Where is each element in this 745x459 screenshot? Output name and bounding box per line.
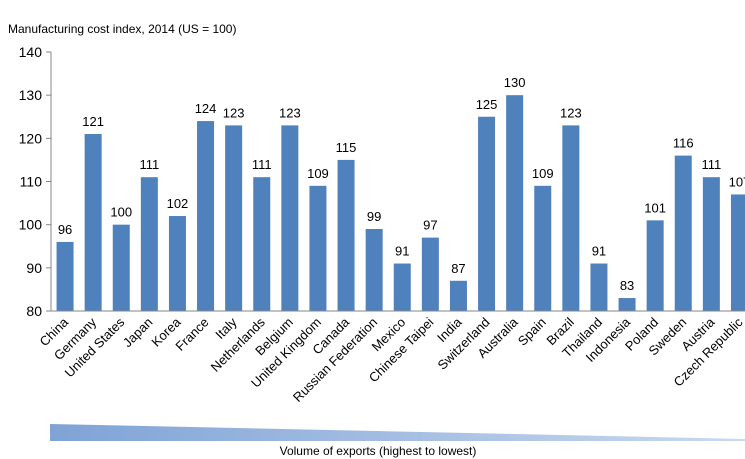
bar <box>281 125 299 311</box>
bar <box>646 220 664 311</box>
bar <box>225 125 243 311</box>
bar <box>702 177 720 311</box>
bar <box>590 263 608 311</box>
data-label: 111 <box>139 157 159 172</box>
bar <box>84 134 102 311</box>
y-tick-label: 80 <box>26 303 42 319</box>
bar <box>168 216 186 311</box>
data-label: 107 <box>729 174 745 189</box>
export-wedge <box>50 424 745 441</box>
data-label: 101 <box>644 200 666 215</box>
y-tick-label: 140 <box>19 44 43 60</box>
data-label: 115 <box>336 140 357 155</box>
bar <box>393 263 411 311</box>
bar <box>449 280 467 311</box>
x-tick-label: Japan <box>120 315 156 351</box>
y-tick-label: 130 <box>19 87 43 103</box>
data-label: 109 <box>532 166 554 181</box>
data-label: 124 <box>195 101 217 116</box>
x-axis-label: Volume of exports (highest to lowest) <box>280 444 477 458</box>
y-tick-label: 110 <box>20 174 43 190</box>
data-label: 123 <box>560 105 582 120</box>
data-label: 83 <box>620 278 634 293</box>
data-label: 123 <box>279 105 301 120</box>
y-tick-label: 90 <box>26 260 42 276</box>
data-label: 87 <box>451 261 465 276</box>
bar <box>365 228 383 311</box>
bar <box>421 237 439 311</box>
data-label: 121 <box>82 114 104 129</box>
bar <box>534 185 552 311</box>
chart-title: Manufacturing cost index, 2014 (US = 100… <box>8 22 236 36</box>
bar <box>56 241 74 311</box>
data-label: 91 <box>395 244 409 259</box>
bar <box>309 185 327 311</box>
bar <box>478 116 496 311</box>
data-label: 100 <box>110 205 132 220</box>
data-label: 99 <box>367 209 381 224</box>
bar <box>674 155 692 311</box>
data-label: 91 <box>592 244 606 259</box>
bar <box>730 194 745 311</box>
bar <box>197 121 215 311</box>
data-label: 123 <box>223 105 245 120</box>
data-label: 116 <box>673 136 694 151</box>
data-label: 96 <box>58 222 72 237</box>
data-label: 125 <box>476 97 498 112</box>
bar <box>506 95 524 312</box>
data-label: 102 <box>167 196 189 211</box>
bar <box>253 177 271 311</box>
bar <box>562 125 580 311</box>
data-label: 109 <box>307 166 329 181</box>
x-tick-label: Spain <box>515 315 549 349</box>
data-label: 97 <box>423 218 437 233</box>
bar <box>140 177 158 311</box>
bar <box>112 224 130 311</box>
y-tick-label: 100 <box>19 217 43 233</box>
data-label: 111 <box>252 157 272 172</box>
bar <box>618 298 636 311</box>
data-label: 111 <box>701 157 721 172</box>
y-tick-label: 120 <box>19 130 43 146</box>
data-label: 130 <box>504 75 526 90</box>
bar <box>337 159 355 311</box>
